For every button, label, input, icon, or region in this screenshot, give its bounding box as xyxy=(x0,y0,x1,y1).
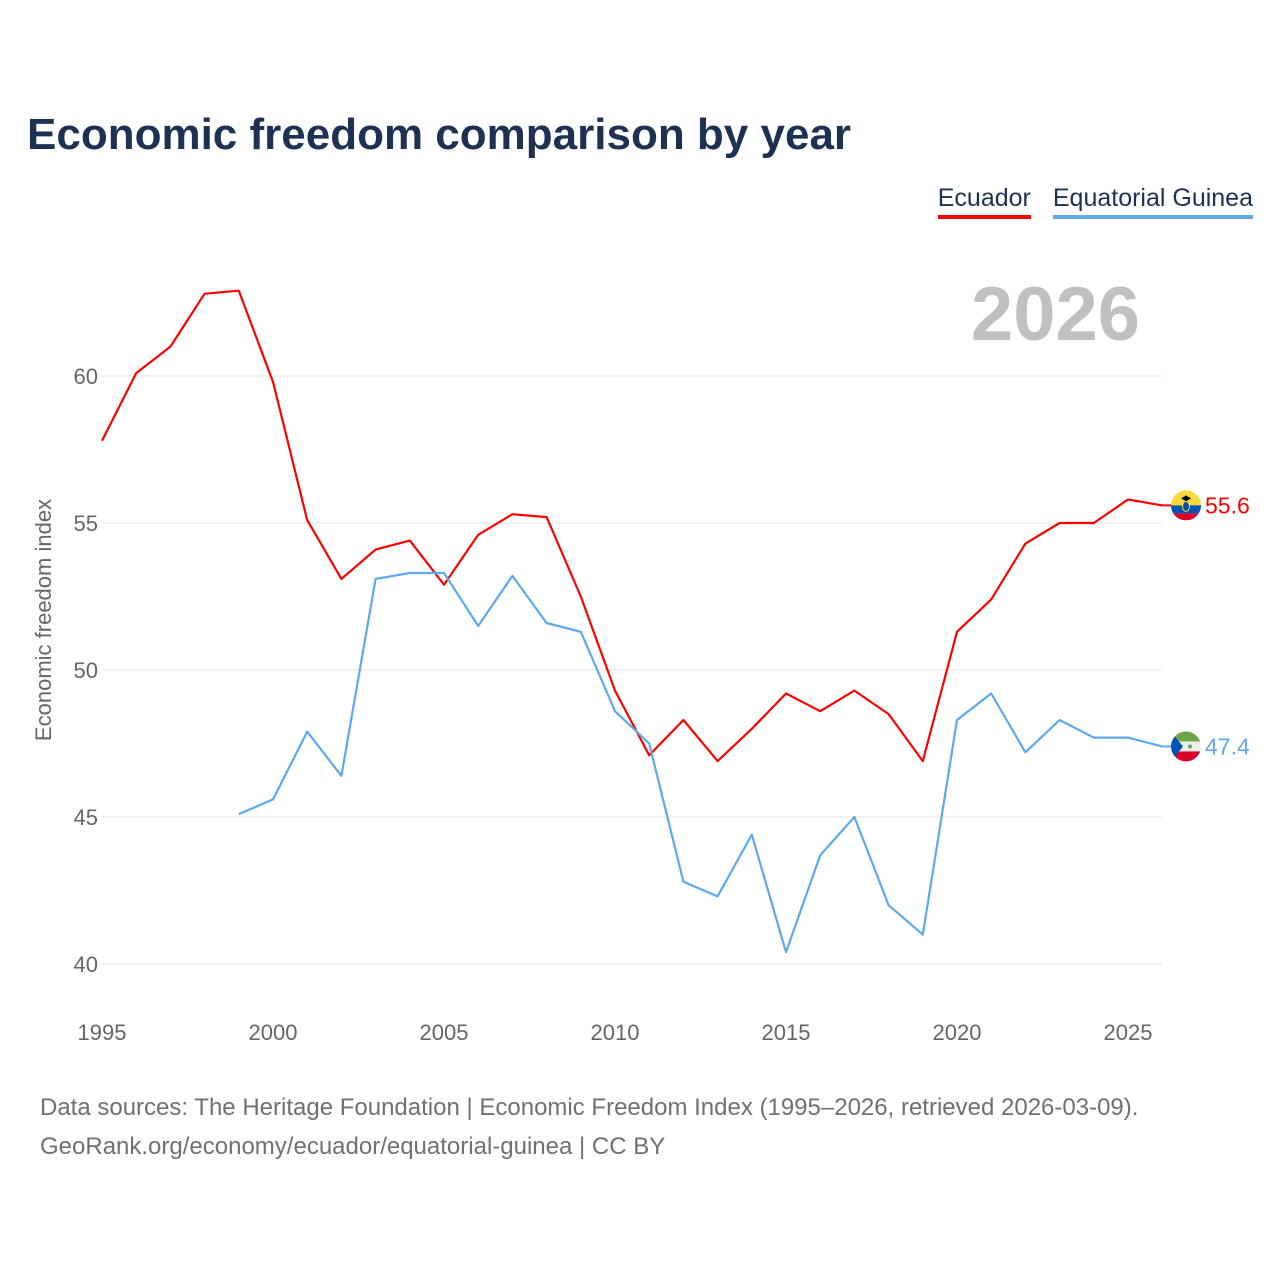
end-value-label: 47.4 xyxy=(1205,733,1250,759)
x-tick-label: 2015 xyxy=(762,1020,811,1045)
footer: Data sources: The Heritage Foundation | … xyxy=(40,1088,1138,1166)
x-tick-label: 2000 xyxy=(249,1020,298,1045)
credit-link[interactable]: GeoRank.org/economy/ecuador/equatorial-g… xyxy=(40,1133,666,1160)
y-tick-label: 55 xyxy=(74,511,98,536)
equatorial-guinea-flag-icon xyxy=(1171,731,1201,762)
x-tick-label: 2020 xyxy=(933,1020,982,1045)
x-tick-label: 2025 xyxy=(1104,1020,1153,1045)
year-watermark: 2026 xyxy=(971,272,1140,357)
data-sources: Data sources: The Heritage Foundation | … xyxy=(40,1094,1139,1121)
x-tick-label: 2005 xyxy=(420,1020,469,1045)
y-tick-label: 40 xyxy=(74,952,98,977)
y-tick-label: 45 xyxy=(74,805,98,830)
legend: Ecuador Equatorial Guinea xyxy=(937,184,1253,219)
series-line-ecuador xyxy=(101,289,1163,763)
x-tick-label: 2010 xyxy=(591,1020,640,1045)
y-tick-label: 50 xyxy=(74,658,98,683)
y-axis-label: Economic freedom index xyxy=(31,499,56,741)
legend-item-equatorial-guinea[interactable]: Equatorial Guinea xyxy=(1052,184,1253,219)
ecuador-flag-icon xyxy=(1171,490,1201,521)
x-tick-label: 1995 xyxy=(78,1020,127,1045)
legend-item-ecuador[interactable]: Ecuador xyxy=(937,184,1031,219)
line-chart: 2026 40 45 50 55 60 1995 2000 2005 2010 2015 2020 20… xyxy=(31,272,1250,1045)
series-line-equatorial-guinea xyxy=(238,571,1163,954)
chart-title: Economic freedom comparison by year xyxy=(27,110,852,159)
y-tick-label: 60 xyxy=(74,364,98,389)
end-value-label: 55.6 xyxy=(1205,492,1250,518)
